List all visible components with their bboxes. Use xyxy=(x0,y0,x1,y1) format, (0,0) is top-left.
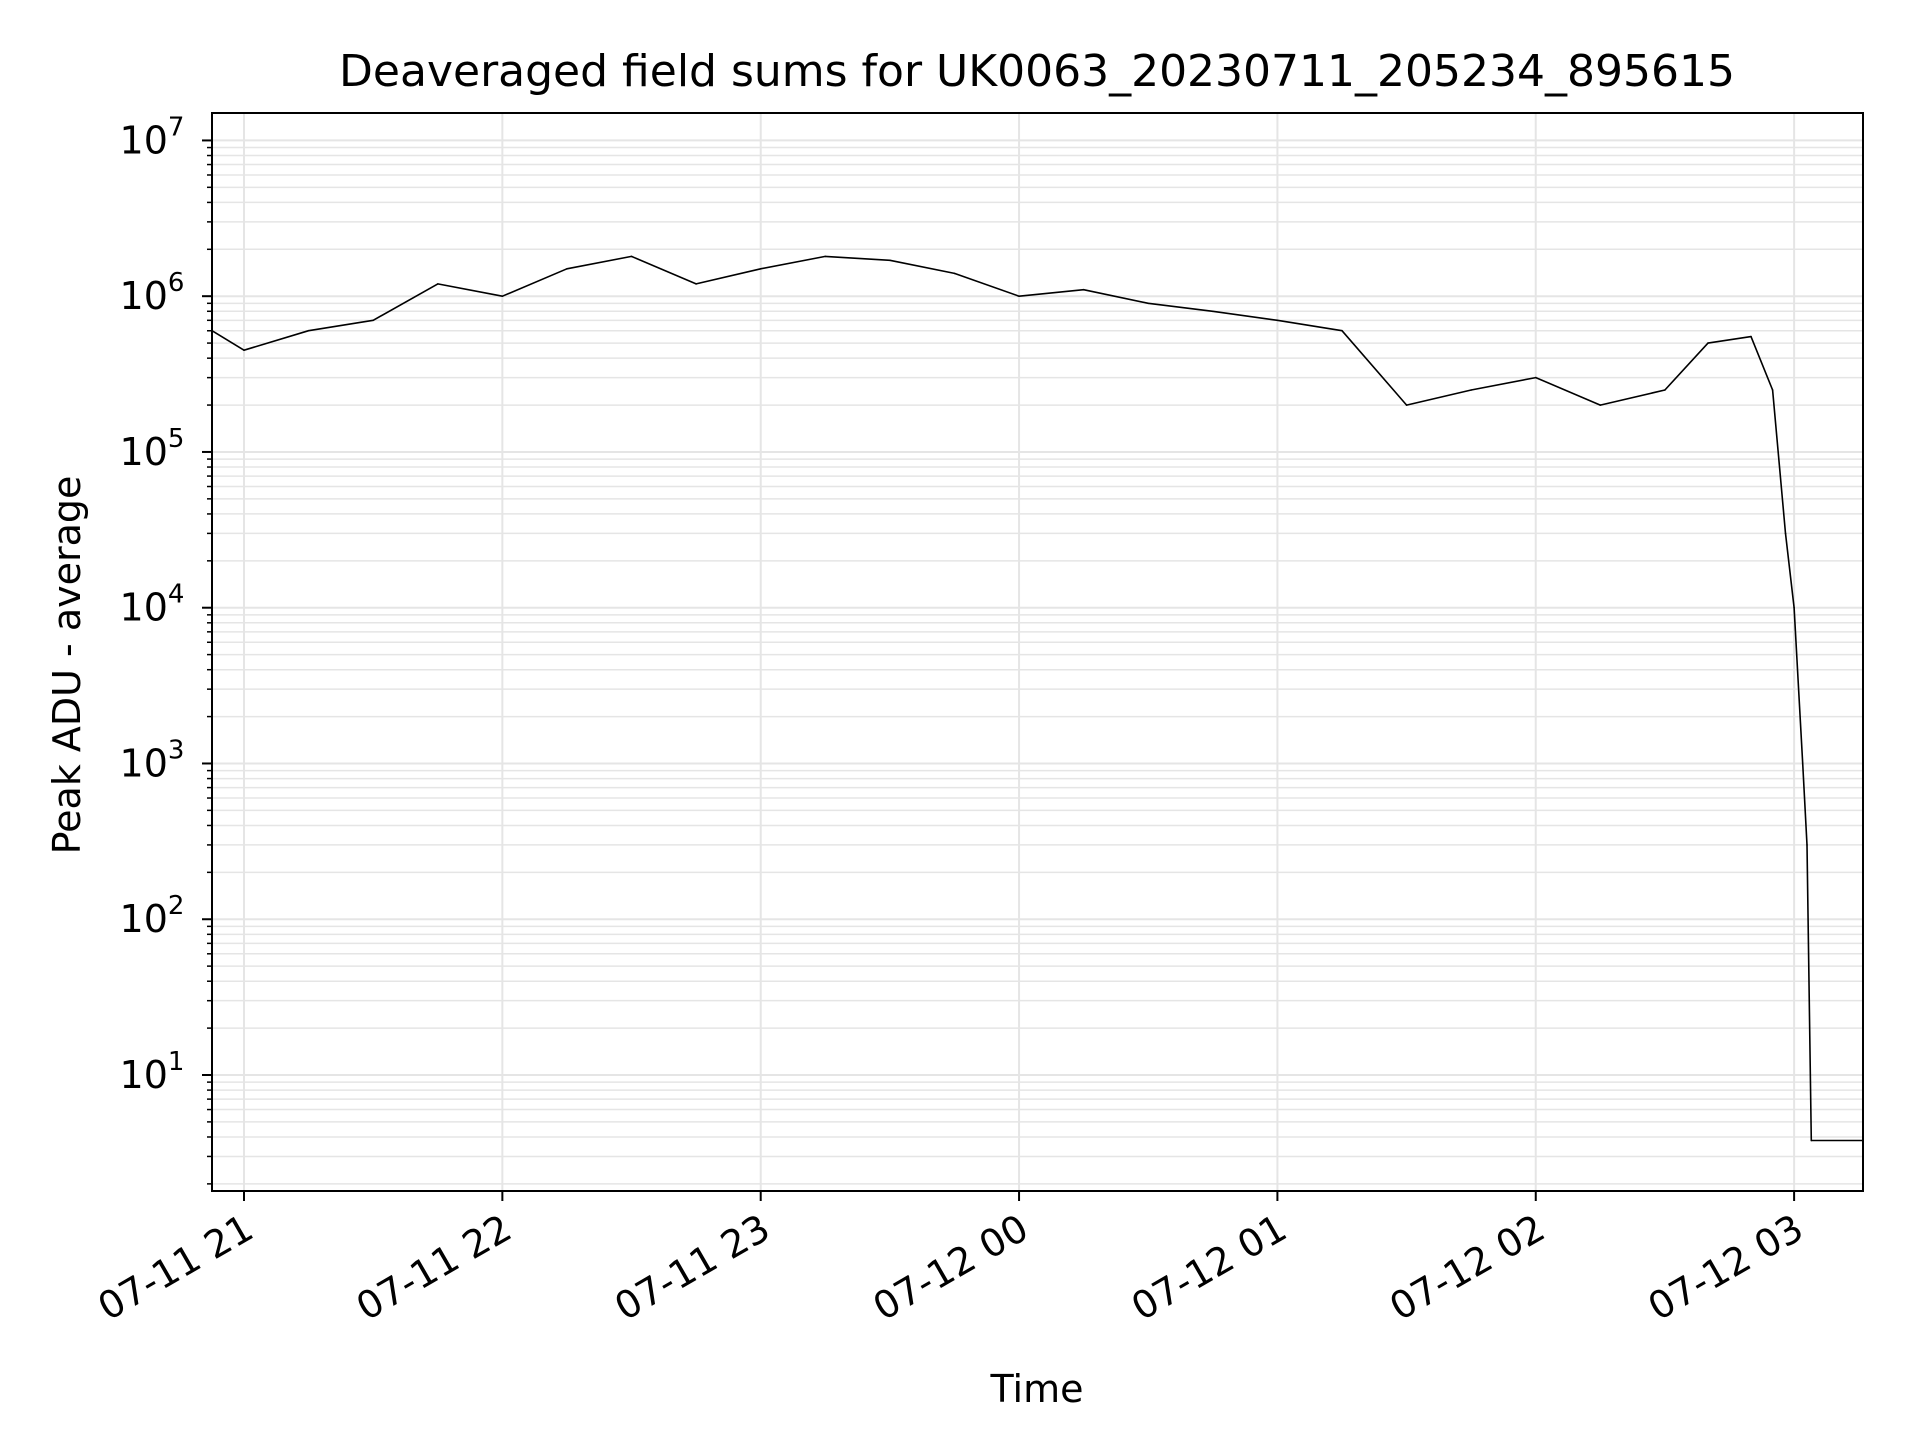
y-tick-label: 101 xyxy=(120,1047,185,1097)
y-tick-exponent: 1 xyxy=(168,1047,185,1077)
y-tick-exponent: 6 xyxy=(168,268,185,298)
y-axis-label: Peak ADU - average xyxy=(45,476,89,855)
data-point xyxy=(1793,606,1795,609)
data-point xyxy=(1599,404,1602,406)
data-point xyxy=(1750,335,1752,338)
y-tick-base: 10 xyxy=(120,118,168,162)
y-tick-exponent: 3 xyxy=(168,735,185,765)
y-tick-label: 103 xyxy=(120,735,185,785)
data-point xyxy=(695,283,697,285)
data-point xyxy=(566,268,568,270)
grid xyxy=(212,113,1863,1191)
data-point xyxy=(243,349,245,352)
y-tick-exponent: 4 xyxy=(168,580,185,610)
data-point xyxy=(1784,532,1787,535)
data-point xyxy=(824,255,827,258)
data-point xyxy=(501,295,504,298)
y-tick-label: 106 xyxy=(120,268,185,318)
y-tick-exponent: 2 xyxy=(168,891,185,921)
y-tick-label: 107 xyxy=(120,112,185,162)
y-tick-exponent: 5 xyxy=(168,424,185,454)
data-point xyxy=(1212,310,1214,313)
y-tick-label: 102 xyxy=(120,891,185,941)
data-point xyxy=(759,268,762,270)
data-point xyxy=(1082,288,1085,291)
y-tick-base: 10 xyxy=(120,897,168,941)
data-point xyxy=(889,259,891,262)
y-tick-base: 10 xyxy=(120,586,168,630)
data-point xyxy=(1707,342,1709,344)
x-axis-label: Time xyxy=(990,1367,1084,1411)
y-tick-base: 10 xyxy=(120,274,168,318)
y-tick-label: 105 xyxy=(120,424,185,474)
data-point xyxy=(1810,1139,1813,1142)
data-point xyxy=(1018,295,1020,298)
data-point xyxy=(1535,376,1537,379)
y-tick-base: 10 xyxy=(120,1053,168,1097)
data-point xyxy=(1664,389,1666,391)
data-point xyxy=(1771,389,1774,391)
data-point xyxy=(437,283,439,285)
data-point xyxy=(1147,302,1149,305)
data-point xyxy=(1470,389,1472,391)
y-tick-exponent: 7 xyxy=(168,112,185,142)
data-point xyxy=(307,329,310,332)
data-point xyxy=(1341,329,1343,332)
data-point xyxy=(1276,319,1279,322)
y-tick-base: 10 xyxy=(120,741,168,785)
data-layer xyxy=(211,255,1864,1142)
data-point xyxy=(1801,762,1804,765)
y-tick-base: 10 xyxy=(120,430,168,474)
data-point xyxy=(953,272,956,275)
chart-title: Deaveraged field sums for UK0063_2023071… xyxy=(339,46,1735,97)
data-point xyxy=(1405,404,1408,406)
data-point xyxy=(372,319,375,322)
y-tick-label: 104 xyxy=(120,580,185,630)
data-point xyxy=(630,255,633,258)
data-point xyxy=(1806,844,1808,846)
plot-frame xyxy=(211,112,1864,1192)
